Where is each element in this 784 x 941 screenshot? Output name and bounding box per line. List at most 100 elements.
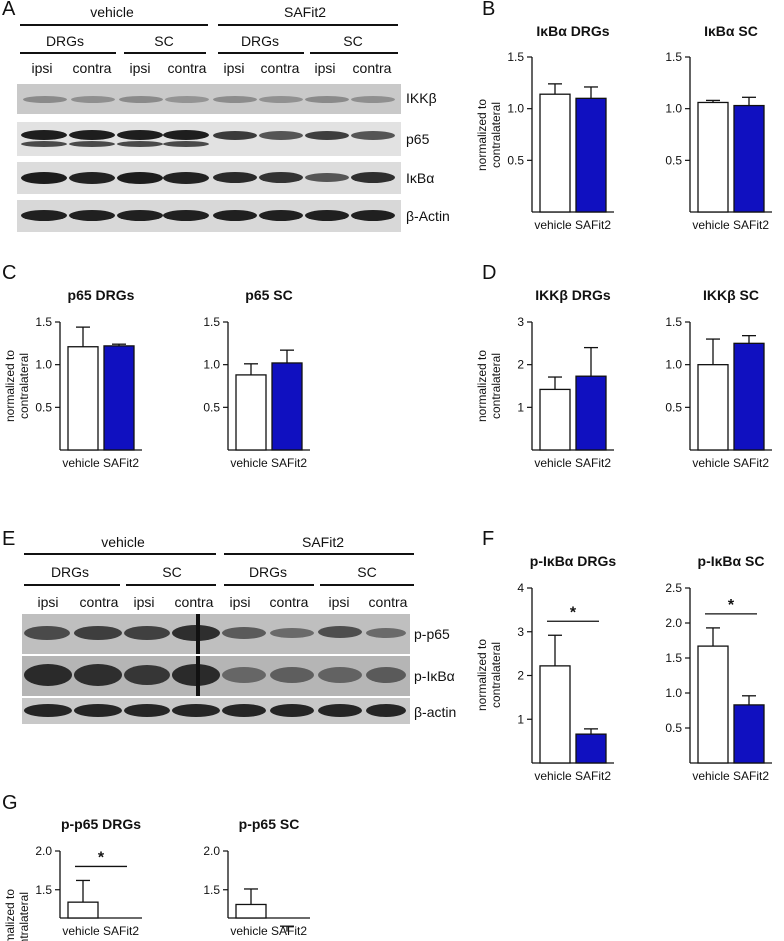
- band: [172, 704, 220, 717]
- bar-vehicle: [697, 645, 729, 764]
- blot-a-label-actin: β-Actin: [406, 208, 450, 224]
- y-tick-label: 1.0: [203, 358, 220, 372]
- significance-star: *: [728, 597, 735, 614]
- panel-letter-d: D: [482, 262, 497, 284]
- x-tick-label: SAFit2: [733, 218, 769, 232]
- y-tick-label: 2: [517, 669, 524, 683]
- blot-a-tissue-line-2: [124, 52, 206, 54]
- panel-letter-c: C: [2, 262, 17, 284]
- blot-e-tissue-3: DRGs: [248, 564, 288, 580]
- panel-letter-g: G: [2, 792, 18, 814]
- blot-a-side-8: contra: [352, 60, 392, 76]
- x-tick-label: vehicle: [692, 456, 730, 470]
- chart-g2: p-p65 SC 1.5 2.0 vehicle SAFit2: [203, 816, 310, 938]
- blot-a-tissue-3: DRGs: [240, 33, 280, 49]
- blot-e-tissue-line-2: [126, 584, 216, 586]
- y-tick-label: 1.0: [665, 686, 682, 700]
- bar-vehicle: [67, 901, 99, 919]
- band: [259, 172, 303, 183]
- band: [318, 667, 362, 683]
- band: [366, 667, 406, 683]
- bar-safit2: [575, 733, 607, 764]
- y-tick-label: 0.5: [665, 721, 682, 735]
- band: [163, 210, 209, 221]
- band: [305, 173, 349, 182]
- y-tick-label: 1.5: [203, 883, 220, 897]
- y-tick-label: 0.5: [665, 153, 682, 167]
- significance-star: *: [98, 849, 105, 866]
- band: [74, 664, 122, 686]
- x-tick-label: SAFit2: [271, 456, 307, 470]
- blot-a-label-ikkb: IKKβ: [406, 90, 437, 106]
- band: [351, 131, 395, 140]
- blot-a-group-vehicle: vehicle: [90, 4, 134, 20]
- y-tick-label: 3: [517, 625, 524, 639]
- blot-e-label-pikba: p-IκBα: [414, 668, 455, 684]
- blot-a-tissue-4: SC: [343, 33, 363, 49]
- band: [351, 96, 395, 103]
- blot-e-tissue-2: SC: [162, 564, 182, 580]
- blot-e-group-line-vehicle: [24, 553, 216, 555]
- chart-title: p-p65 SC: [239, 816, 300, 832]
- blot-a-side-3: ipsi: [129, 60, 151, 76]
- y-tick-label: 0.5: [35, 400, 52, 414]
- x-tick-label: SAFit2: [103, 924, 139, 938]
- band: [21, 130, 67, 140]
- x-tick-label: SAFit2: [575, 218, 611, 232]
- significance-star: *: [570, 604, 577, 621]
- blot-a-tissue-line-1: [20, 52, 116, 54]
- y-axis-label: normalized tocontralateral: [3, 889, 31, 941]
- band: [259, 96, 303, 103]
- band: [366, 704, 406, 717]
- blot-a-tissue-2: SC: [154, 33, 174, 49]
- y-tick-label: 2.0: [203, 844, 220, 858]
- blot-e-label-actin: β-actin: [414, 704, 457, 720]
- band: [222, 627, 266, 639]
- blot-e-side-5: ipsi: [229, 594, 251, 610]
- blot-e-strip-actin: [22, 698, 410, 724]
- blot-e-side-1: ipsi: [37, 594, 59, 610]
- y-tick-label: 1.5: [35, 883, 52, 897]
- y-tick-label: 1.5: [35, 315, 52, 329]
- blot-e-tissue-1: DRGs: [50, 564, 90, 580]
- x-tick-label: vehicle: [230, 924, 268, 938]
- blot-a-label-p65: p65: [406, 131, 430, 147]
- blot-a-group-safit2: SAFit2: [283, 4, 327, 20]
- blot-a-side-5: ipsi: [223, 60, 245, 76]
- chart-title: p65 SC: [245, 287, 292, 303]
- bar-vehicle: [235, 374, 267, 451]
- chart-title: IKKβ DRGs: [535, 287, 611, 303]
- band: [21, 172, 67, 184]
- panel-letter-e: E: [2, 528, 16, 550]
- band: [24, 664, 72, 686]
- band: [163, 141, 209, 147]
- chart-d1: IKKβ DRGs normalized tocontralateral 1 2 3 ve…: [475, 287, 614, 470]
- y-tick-label: 1.0: [507, 102, 524, 116]
- band: [74, 626, 122, 640]
- band: [69, 130, 115, 140]
- x-tick-label: SAFit2: [271, 924, 307, 938]
- blot-e-side-7: ipsi: [328, 594, 350, 610]
- y-tick-label: 1.0: [665, 102, 682, 116]
- band: [21, 210, 67, 221]
- chart-f1: p-IκBα DRGs normalized tocontralateral 1 2 3…: [475, 553, 616, 783]
- bar-vehicle: [539, 93, 571, 213]
- panel-letter-a: A: [2, 0, 16, 20]
- x-tick-label: SAFit2: [733, 769, 769, 783]
- blot-a-group-line-safit2: [218, 24, 398, 26]
- band: [259, 131, 303, 140]
- blot-e-tissue-line-4: [320, 584, 414, 586]
- blot-e-tissue-4: SC: [357, 564, 377, 580]
- chart-title: IKKβ SC: [703, 287, 759, 303]
- band: [165, 96, 209, 103]
- y-tick-label: 1.5: [507, 50, 524, 64]
- band: [117, 172, 163, 184]
- y-tick-label: 2.0: [35, 844, 52, 858]
- chart-title: p-IκBα SC: [698, 553, 765, 569]
- y-tick-label: 2: [517, 358, 524, 372]
- band: [23, 96, 67, 103]
- band: [124, 626, 170, 640]
- blot-e-side-2: contra: [79, 594, 119, 610]
- band: [71, 96, 115, 103]
- x-tick-label: vehicle: [692, 218, 730, 232]
